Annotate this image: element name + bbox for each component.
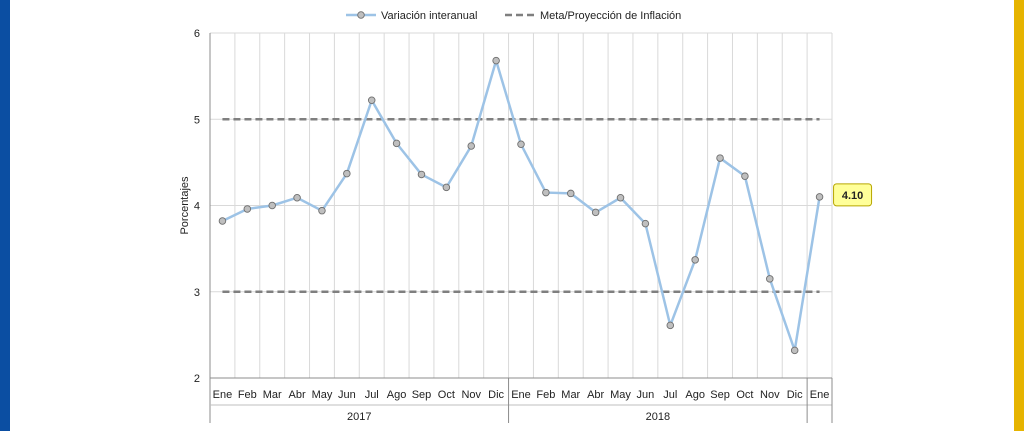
x-tick-label: Ago (387, 389, 407, 401)
data-point (417, 170, 426, 179)
y-tick-label: 2 (194, 373, 200, 385)
callout-box (833, 183, 873, 207)
data-point (268, 201, 276, 210)
x-tick-label: Ene (213, 389, 233, 401)
y-tick-label: 4 (194, 201, 200, 213)
tick-labels: 2 3 4 5 6 Ene Feb Mar Abr May Jun Jul Ago Sep Oct Nov Di… (194, 28, 829, 423)
data-point (492, 56, 500, 65)
data-point (641, 219, 650, 228)
data-point (691, 256, 699, 264)
x-tick-label: May (610, 389, 631, 401)
legend-marker-variacion (357, 11, 365, 19)
data-point (392, 139, 401, 148)
callout-value: 4.10 (842, 190, 863, 202)
year-group-label: 2017 (347, 411, 371, 423)
x-tick-label: Jul (663, 389, 677, 401)
data-point (542, 188, 550, 197)
x-tick-label: Ago (685, 389, 705, 401)
data-point (343, 169, 351, 178)
data-point (517, 140, 525, 149)
y-tick-label: 3 (194, 287, 200, 299)
data-point (666, 321, 675, 330)
data-point (741, 172, 749, 180)
data-point (218, 217, 227, 225)
x-tick-label: Abr (289, 389, 306, 401)
legend: Variación interanual Meta/Proyección de … (346, 10, 681, 22)
data-point (467, 142, 475, 150)
x-tick-label: Oct (438, 389, 455, 401)
target-lines (222, 118, 820, 293)
x-tick-label: Oct (736, 389, 753, 401)
x-tick-label: Mar (263, 389, 282, 401)
data-point (716, 154, 724, 162)
x-tick-label: Abr (587, 389, 604, 401)
data-point (293, 193, 301, 202)
y-tick-label: 6 (194, 28, 200, 40)
x-tick-label: Sep (412, 389, 432, 401)
x-tick-label: Jul (365, 389, 379, 401)
x-tick-label: Dic (488, 389, 504, 401)
x-tick-label: May (312, 389, 333, 401)
axes (209, 33, 833, 423)
data-point (442, 183, 451, 192)
y-tick-label: 5 (194, 114, 200, 126)
x-tick-label: Jun (637, 389, 655, 401)
data-point (790, 346, 799, 355)
y-axis-title: Porcentajes (179, 176, 191, 235)
right-accent-stripe (1014, 0, 1024, 431)
x-tick-label: Feb (536, 389, 555, 401)
left-accent-stripe (0, 0, 10, 431)
year-group-label: 2018 (646, 411, 670, 423)
x-tick-label: Nov (760, 389, 780, 401)
x-tick-label: Mar (561, 389, 580, 401)
x-tick-label: Ene (511, 389, 531, 401)
data-point (367, 96, 376, 105)
data-point (318, 206, 326, 215)
data-point (616, 193, 625, 202)
x-tick-label: Ene (810, 389, 830, 401)
x-tick-label: Sep (710, 389, 730, 401)
data-point (815, 193, 824, 201)
x-tick-label: Jun (338, 389, 356, 401)
x-tick-label: Nov (461, 389, 481, 401)
legend-label-variacion: Variación interanual (381, 10, 477, 22)
data-point (243, 205, 252, 213)
data-point (567, 189, 575, 198)
value-callout: 4.10 (833, 183, 873, 207)
legend-label-meta: Meta/Proyección de Inflación (540, 10, 681, 22)
series-layer (218, 56, 824, 355)
data-point (591, 208, 600, 217)
x-tick-label: Feb (238, 389, 257, 401)
x-tick-label: Dic (787, 389, 803, 401)
data-point (766, 275, 774, 283)
grid-layer (209, 32, 833, 379)
